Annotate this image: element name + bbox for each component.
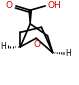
Text: OH: OH xyxy=(47,1,61,10)
Polygon shape xyxy=(29,10,31,24)
Text: O: O xyxy=(6,1,13,10)
Text: H: H xyxy=(65,49,71,58)
Text: H: H xyxy=(0,42,6,51)
Text: O: O xyxy=(33,40,40,49)
